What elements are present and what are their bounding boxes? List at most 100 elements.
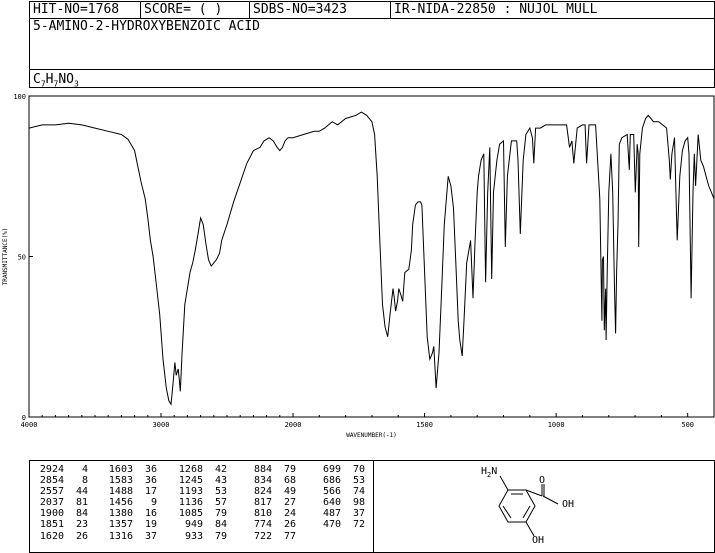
peak-transmittance: 70: [352, 464, 365, 475]
peak-wavenumber: 817: [253, 497, 272, 509]
molecular-formula: C7H7NO3: [33, 72, 79, 89]
x-tick-label: 1500: [416, 421, 433, 429]
peak-row: 686 53: [313, 475, 365, 486]
peak-row: 566 74: [313, 486, 365, 497]
peak-row: 1136 57: [175, 497, 227, 508]
ir-spectrum-chart: 0 50 100 4000 3000 2000 1500 1000 500 WAVENUMBER(…: [2, 93, 715, 439]
peak-row: 2037 81: [36, 497, 88, 508]
peak-row: 1245 43: [175, 475, 227, 486]
peak-transmittance: 27: [283, 497, 296, 509]
peak-wavenumber: 2924: [39, 464, 64, 475]
peak-row: 1851 23: [36, 519, 88, 530]
x-axis-label: WAVENUMBER(-1): [346, 432, 397, 439]
peak-transmittance: 42: [214, 464, 227, 475]
peak-wavenumber: 1851: [39, 519, 64, 531]
peak-wavenumber: 774: [253, 519, 272, 531]
peak-column: 2924 4 2854 8 2557 44 2037 81 1900 84 1851 23 1620 26: [36, 464, 88, 542]
peak-row: 834 68: [244, 475, 296, 486]
peak-transmittance: 16: [144, 508, 157, 520]
peak-row: 1603 36: [105, 464, 157, 475]
peak-row: 1268 42: [175, 464, 227, 475]
peak-wavenumber: 824: [253, 486, 272, 498]
peak-transmittance: 9: [150, 497, 157, 509]
peak-row: 810 24: [244, 508, 296, 519]
peak-wavenumber: 1620: [39, 530, 64, 542]
peak-transmittance: 17: [144, 486, 157, 498]
peak-wavenumber: 640: [322, 497, 341, 509]
peak-wavenumber: 933: [184, 530, 203, 542]
peak-row: 2557 44: [36, 486, 88, 497]
peak-wavenumber: 722: [253, 530, 272, 542]
plot-frame: [28, 95, 715, 418]
peak-row: 824 49: [244, 486, 296, 497]
peak-wavenumber: 1357: [108, 519, 133, 531]
peak-transmittance: 23: [75, 519, 88, 531]
peak-wavenumber: 884: [253, 464, 272, 475]
peak-wavenumber: 1316: [108, 530, 133, 542]
peak-transmittance: 26: [75, 530, 88, 542]
peak-wavenumber: 1268: [178, 464, 203, 475]
peak-wavenumber: 1488: [108, 486, 133, 498]
peak-row: 774 26: [244, 519, 296, 530]
peak-column: 699 70 686 53 566 74 640 98 487 37 470 72: [313, 464, 365, 531]
structure-diagram: [498, 475, 559, 537]
peak-row: 933 79: [175, 531, 227, 542]
peak-transmittance: 79: [283, 464, 296, 475]
peak-transmittance: 36: [144, 464, 157, 475]
peak-wavenumber: 1900: [39, 508, 64, 520]
peak-wavenumber: 1136: [178, 497, 203, 509]
peak-row: 640 98: [313, 497, 365, 508]
peak-row: 487 37: [313, 508, 365, 519]
compound-name: 5-AMINO-2-HYDROXYBENZOIC ACID: [33, 19, 260, 34]
peak-transmittance: 53: [214, 486, 227, 498]
peak-column: 1268 42 1245 43 1193 53 1136 57 1085 79 949 84 933 79: [175, 464, 227, 542]
phenol-oh-label: OH: [532, 535, 545, 546]
peak-transmittance: 37: [352, 508, 365, 520]
x-tick-label: 3000: [153, 421, 170, 429]
peak-wavenumber: 1193: [178, 486, 203, 498]
peak-transmittance: 26: [283, 519, 296, 531]
peak-wavenumber: 699: [322, 464, 341, 475]
peak-transmittance: 84: [214, 519, 227, 531]
peak-wavenumber: 470: [322, 519, 341, 531]
peak-transmittance: 79: [214, 530, 227, 542]
peak-transmittance: 4: [81, 464, 88, 475]
peak-transmittance: 37: [144, 530, 157, 542]
y-tick-label: 100: [13, 93, 26, 101]
peak-row: 1456 9: [105, 497, 157, 508]
peak-row: 722 77: [244, 531, 296, 542]
y-axis-label: TRANSMITTANCE(%): [2, 228, 9, 286]
peak-transmittance: 24: [283, 508, 296, 520]
peak-wavenumber: 1380: [108, 508, 133, 520]
peak-row: 1316 37: [105, 531, 157, 542]
peak-transmittance: 68: [283, 475, 296, 487]
peak-transmittance: 44: [75, 486, 88, 498]
peak-wavenumber: 834: [253, 475, 272, 487]
peak-row: 699 70: [313, 464, 365, 475]
peak-wavenumber: 1603: [108, 464, 133, 475]
peak-row: 1583 36: [105, 475, 157, 486]
peak-transmittance: 72: [352, 519, 365, 531]
peak-wavenumber: 566: [322, 486, 341, 498]
x-tick-label: 4000: [21, 421, 38, 429]
peak-transmittance: 53: [352, 475, 365, 487]
spectrum-line: [28, 111, 715, 406]
peak-transmittance: 43: [214, 475, 227, 487]
peak-transmittance: 49: [283, 486, 296, 498]
peak-row: 1900 84: [36, 508, 88, 519]
peak-row: 1380 16: [105, 508, 157, 519]
peak-row: 884 79: [244, 464, 296, 475]
peak-wavenumber: 949: [184, 519, 203, 531]
peak-row: 817 27: [244, 497, 296, 508]
peak-row: 1193 53: [175, 486, 227, 497]
peak-row: 1488 17: [105, 486, 157, 497]
peak-row: 1085 79: [175, 508, 227, 519]
peak-column: 884 79 834 68 824 49 817 27 810 24 774 26 722 77: [244, 464, 296, 542]
peak-row: 1620 26: [36, 531, 88, 542]
acid-oh-label: OH: [562, 499, 575, 510]
peak-wavenumber: 810: [253, 508, 272, 520]
peak-row: 2854 8: [36, 475, 88, 486]
x-tick-label: 1000: [548, 421, 565, 429]
peak-wavenumber: 2037: [39, 497, 64, 509]
peak-wavenumber: 1245: [178, 475, 203, 487]
